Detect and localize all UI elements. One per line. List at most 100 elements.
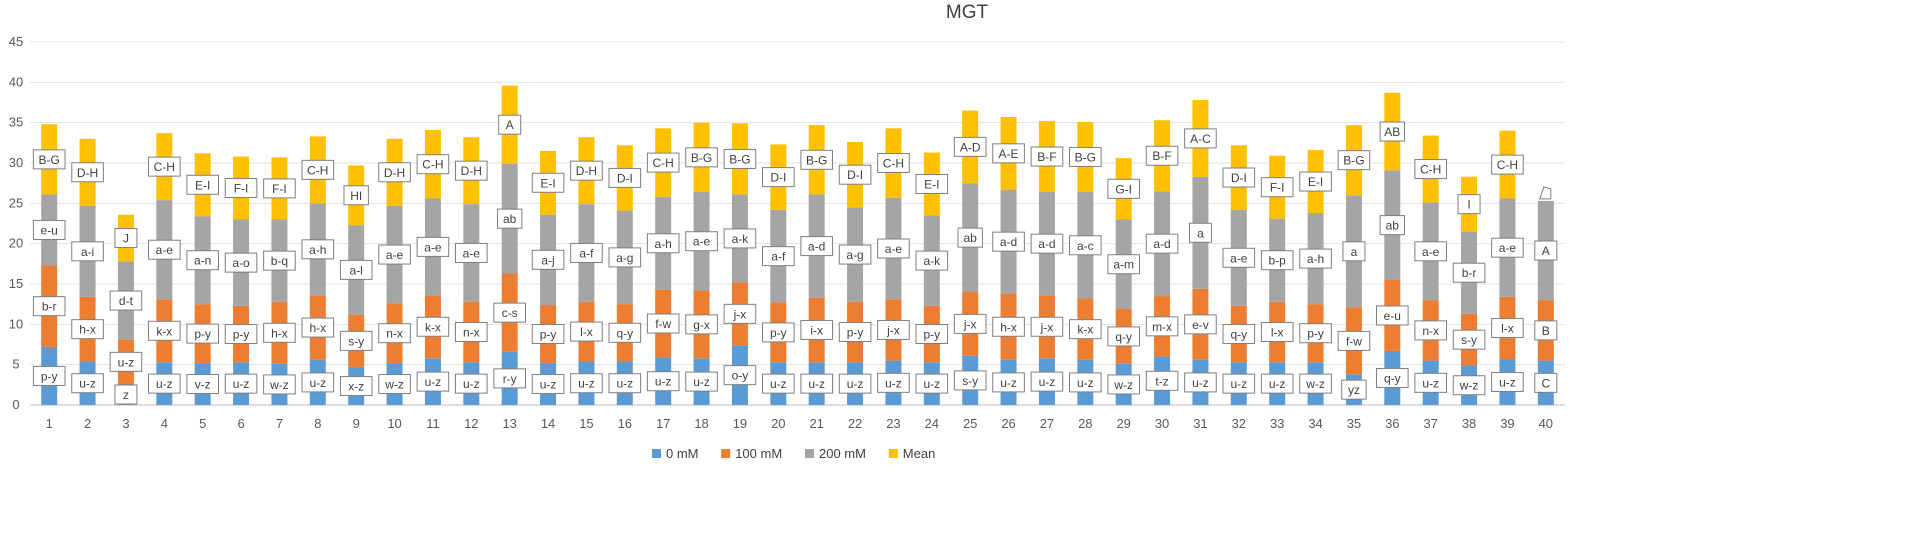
data-label-box [1299, 171, 1332, 192]
data-label: a-j [531, 249, 565, 270]
bar-labels: p-y b-r e-u B-G u-z h-x a-i D-H z u-z d-t Ju-z k-x a-… [32, 114, 1558, 405]
data-label-box [1145, 233, 1179, 254]
data-label-box [1184, 128, 1217, 149]
data-label-text: HI [350, 189, 362, 203]
data-label-text: yz [1348, 383, 1360, 397]
data-label: a-h [646, 233, 680, 254]
gridlines [30, 41, 1565, 406]
data-label-text: h-x [271, 326, 288, 340]
data-label: a-i [71, 241, 104, 262]
x-tick-label: 27 [1040, 416, 1054, 431]
data-label: a-n [186, 250, 219, 271]
data-label-box [378, 323, 411, 344]
data-label: E-I [531, 172, 565, 193]
data-label: h-x [301, 317, 335, 338]
x-tick-label: 8 [314, 416, 321, 431]
data-label-text: AB [1384, 125, 1400, 139]
data-label: A [498, 114, 522, 135]
x-tick-label: 39 [1500, 416, 1514, 431]
data-label-text: u-z [655, 375, 672, 389]
x-tick-label: 23 [886, 416, 900, 431]
data-label-text: B [1542, 324, 1550, 338]
y-tick-label: 15 [9, 276, 23, 291]
x-axis: 1 2 3 4 5 6 7 8 9 10 11 12 13 14 15 16 17 18 19 20 21 22 23 24 2… [46, 416, 1553, 431]
data-label-text: I [1467, 198, 1470, 212]
data-label-text: e-u [41, 223, 58, 237]
x-tick-label: 1 [46, 416, 53, 431]
data-label-box [1491, 154, 1524, 175]
data-label-box [263, 374, 296, 395]
data-label-box [148, 373, 181, 394]
data-label: n-x [1414, 320, 1447, 341]
data-label-box [1341, 379, 1367, 400]
data-label: HI [343, 185, 369, 206]
data-label: u-z [148, 373, 181, 394]
data-label-box [416, 154, 450, 175]
data-label-text: a-i [81, 245, 94, 259]
data-label-box [953, 136, 987, 157]
data-label: p-y [1299, 323, 1332, 344]
data-label-text: u-z [118, 355, 135, 369]
data-label: J [114, 228, 138, 249]
data-label-text: j-x [1040, 320, 1054, 334]
data-label: d-t [109, 290, 143, 311]
data-label-box [608, 322, 642, 343]
x-tick-label: 29 [1116, 416, 1130, 431]
data-label-box [1491, 317, 1524, 338]
data-label-text: a-c [1077, 239, 1094, 253]
data-label: A-D [953, 136, 987, 157]
data-label: k-x [416, 316, 450, 337]
data-label-box [800, 319, 833, 340]
data-label-box [646, 371, 680, 392]
data-label: u-z [1260, 373, 1294, 394]
data-label-box [915, 373, 949, 394]
data-label-box [186, 323, 219, 344]
data-label-box [992, 143, 1025, 164]
data-label-box [378, 374, 411, 395]
x-tick-label: 24 [925, 416, 939, 431]
data-label: u-z [531, 374, 565, 395]
data-label-box [1534, 240, 1558, 261]
data-label-box [800, 236, 833, 257]
data-label: u-z [1030, 371, 1064, 392]
data-label: u-z [301, 372, 335, 393]
data-label-box [723, 148, 757, 169]
data-label-box [1069, 146, 1102, 167]
data-label-text: a-d [1153, 237, 1170, 251]
data-label: A-C [1184, 128, 1217, 149]
data-label-box [339, 259, 373, 280]
data-label-text: u-z [156, 377, 173, 391]
data-label-text: u-z [1192, 376, 1209, 390]
data-label-text: B-G [1343, 154, 1364, 168]
data-label: G-I [1107, 178, 1140, 199]
data-label: C-H [1491, 154, 1524, 175]
data-label-text: C-H [1497, 158, 1518, 172]
data-label-text: a-h [309, 243, 326, 257]
data-label: C-H [301, 159, 335, 180]
data-label-text: a-f [579, 246, 594, 260]
data-label: B-G [685, 147, 718, 168]
data-label-text: h-x [309, 321, 326, 335]
x-tick-label: 14 [541, 416, 555, 431]
data-label: a-e [1414, 241, 1447, 262]
data-label-text: F-I [272, 182, 287, 196]
data-label: B-F [1145, 145, 1179, 166]
data-label-text: u-z [1422, 376, 1439, 390]
data-label-box [71, 241, 104, 262]
data-label-box [1534, 372, 1558, 393]
data-label-box [263, 250, 296, 271]
data-label: h-x [71, 319, 104, 340]
data-label: b-p [1260, 250, 1294, 271]
data-label: f-w [646, 313, 680, 334]
data-label: yz [1341, 379, 1367, 400]
data-label: p-y [838, 321, 872, 342]
data-label: D-H [71, 162, 104, 183]
x-tick-label: 32 [1232, 416, 1246, 431]
x-tick-label: 38 [1462, 416, 1476, 431]
data-label-box [301, 317, 335, 338]
legend-label: 100 mM [735, 446, 782, 461]
data-label-text: u-z [1269, 377, 1286, 391]
data-label-text: q-y [1384, 371, 1401, 385]
data-label-box [496, 208, 523, 229]
x-tick-label: 2 [84, 416, 91, 431]
